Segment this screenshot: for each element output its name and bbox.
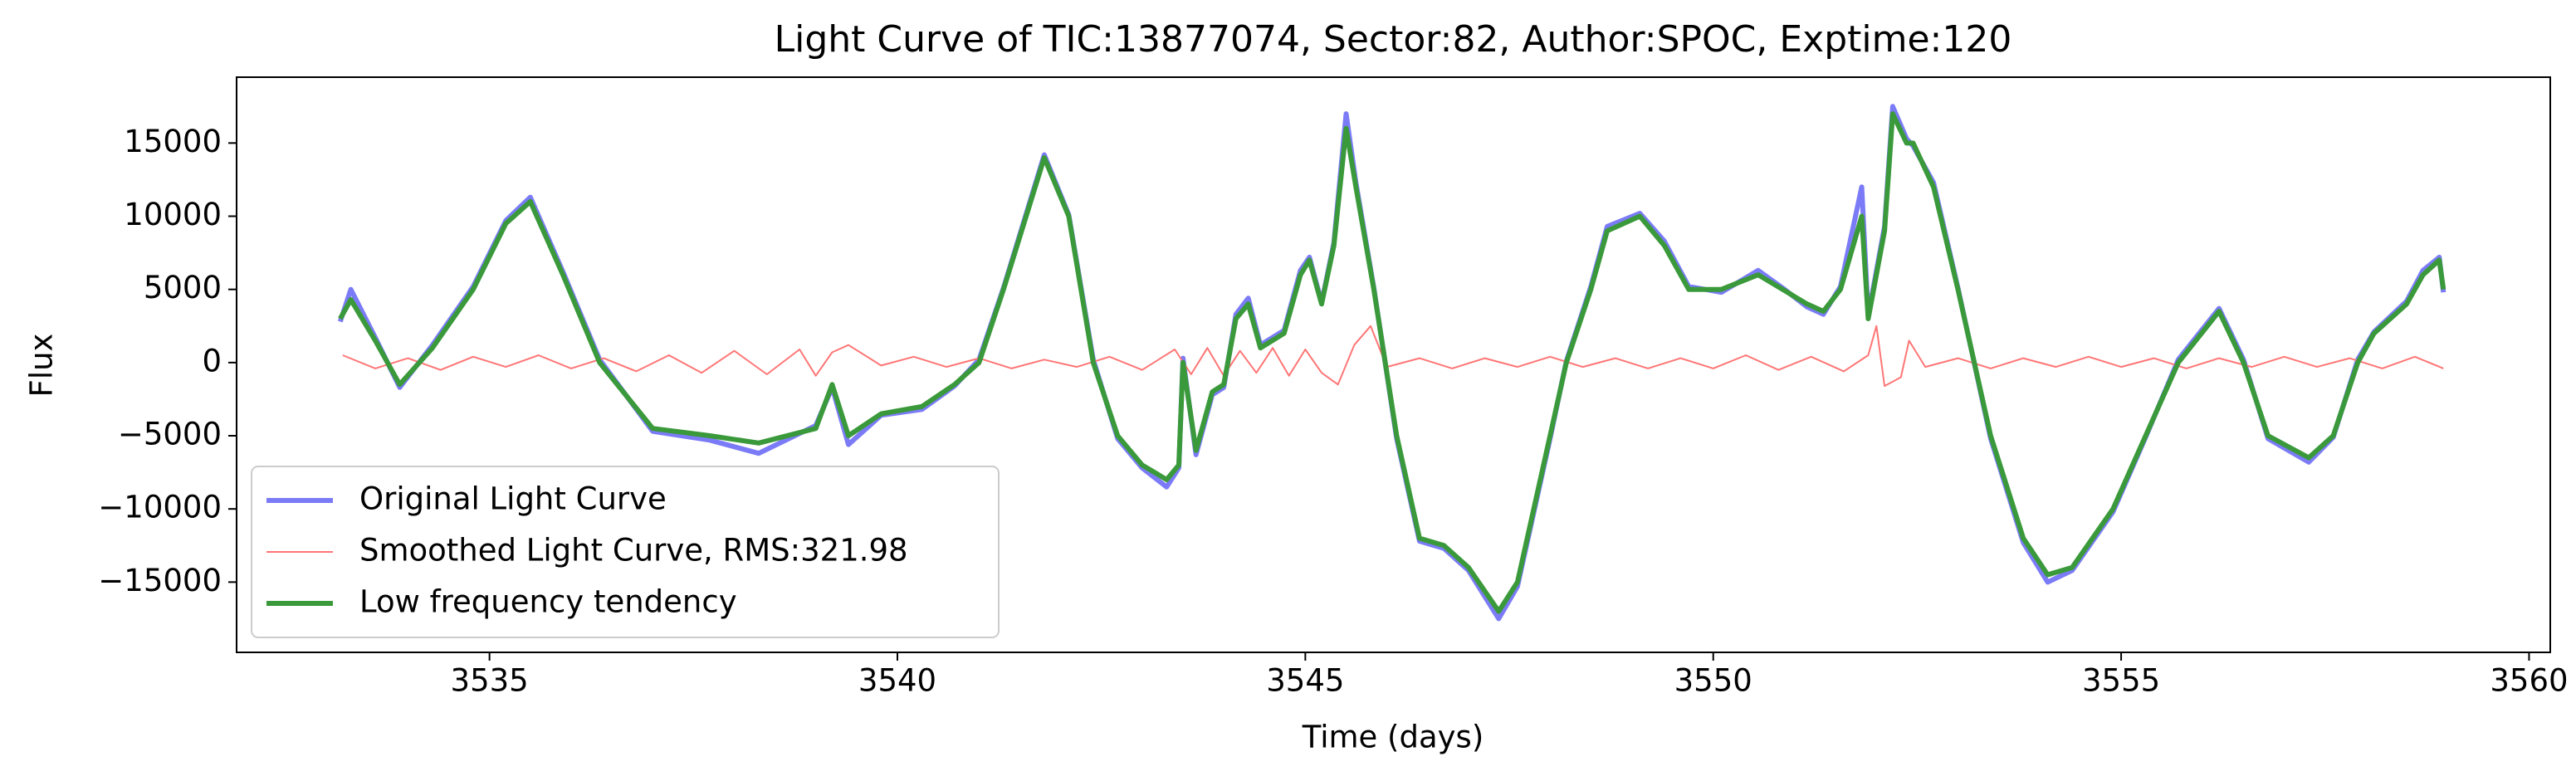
y-tick-label: 0 [202, 343, 222, 378]
y-tick-label: 10000 [124, 197, 222, 232]
series-line [342, 325, 2444, 388]
x-tick-label: 3540 [858, 663, 936, 699]
legend-label: Original Light Curve [359, 481, 667, 517]
y-tick-label: 15000 [124, 124, 222, 159]
x-tick-label: 3550 [1674, 663, 1752, 699]
x-tick-label: 3555 [2082, 663, 2160, 699]
y-axis-label: Flux [24, 334, 60, 398]
y-tick-label: −5000 [118, 417, 222, 452]
axes-frame [236, 76, 2551, 653]
legend-label: Smoothed Light Curve, RMS:321.98 [359, 533, 908, 569]
plot-area [337, 104, 2446, 622]
legend-box [251, 466, 1000, 638]
y-tick-label: 5000 [144, 270, 222, 305]
x-axis-label: Time (days) [1302, 720, 1484, 755]
x-tick-label: 3535 [451, 663, 529, 699]
legend: Original Light Curve Smoothed Light Curve… [251, 466, 1000, 638]
y-tick-label: −10000 [98, 490, 222, 525]
series-line [338, 111, 2446, 614]
x-tick-label: 3545 [1266, 663, 1344, 699]
y-tick-label: −15000 [98, 563, 222, 598]
legend-label: Low frequency tendency [359, 584, 737, 620]
x-tick-label: 3560 [2490, 663, 2568, 699]
chart-title: Light Curve of TIC:13877074, Sector:82, … [775, 18, 2012, 61]
